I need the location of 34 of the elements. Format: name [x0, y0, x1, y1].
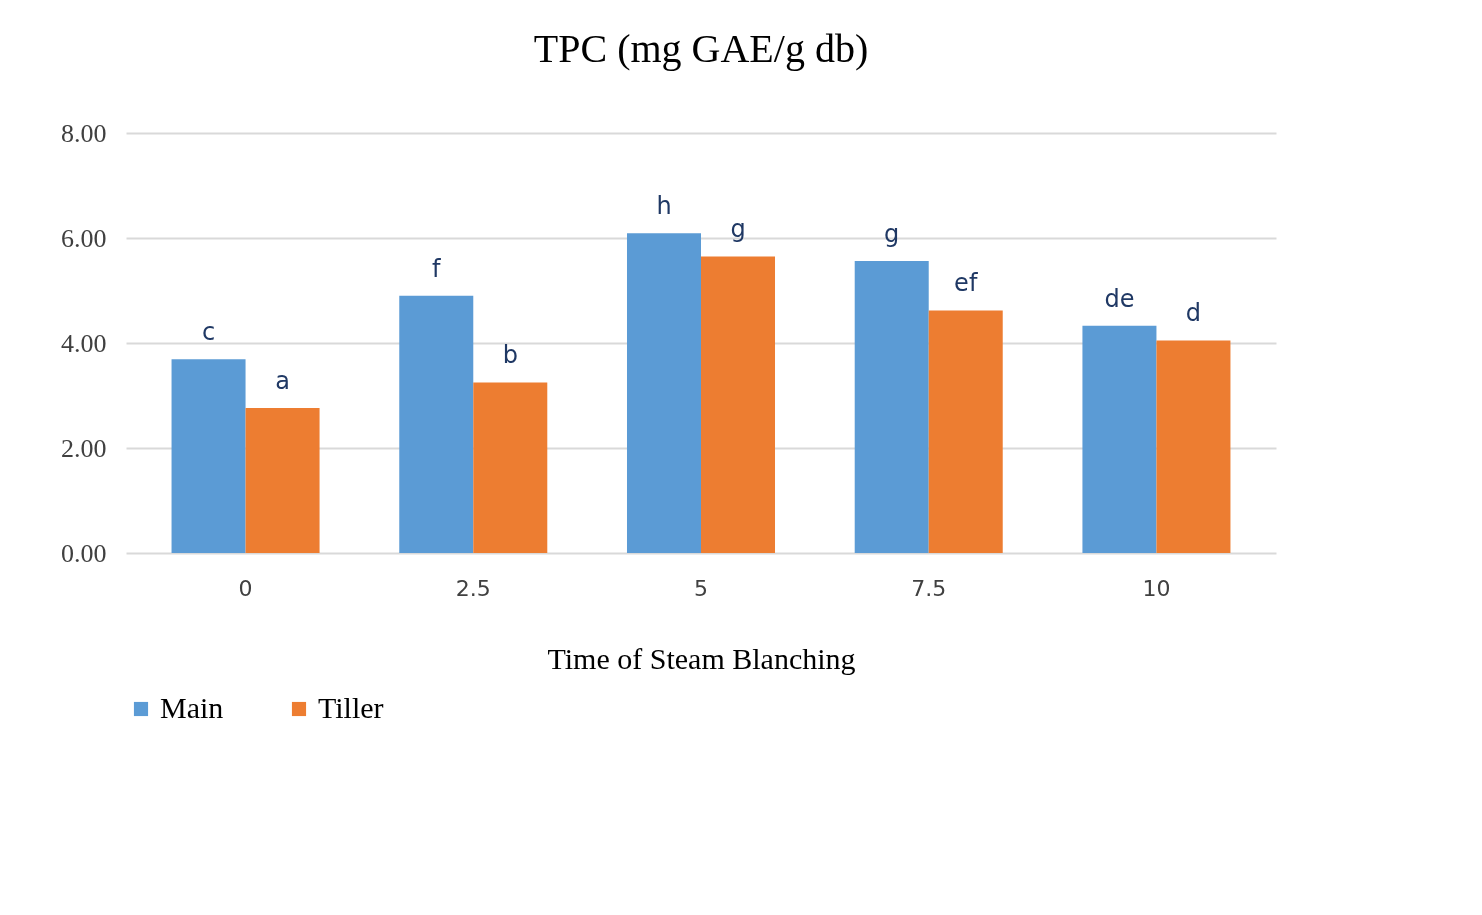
x-tick-label: 0 [238, 575, 253, 601]
x-tick-label: 5 [694, 575, 708, 601]
bar [928, 310, 1003, 553]
x-tick-label: 7.5 [911, 575, 947, 601]
y-tick-label: 6.00 [61, 223, 107, 253]
bar [701, 256, 776, 553]
bar [399, 295, 474, 553]
x-tick-label: 10 [1142, 575, 1171, 601]
x-axis-title: Time of Steam Blanching [547, 641, 856, 675]
data-label: f [432, 254, 442, 283]
bar [245, 408, 320, 553]
chart-title: TPC (mg GAE/g db) [533, 26, 869, 71]
bar [171, 359, 246, 553]
bar [854, 261, 929, 553]
bar [473, 382, 548, 553]
bar [1156, 340, 1231, 553]
data-label: g [884, 220, 900, 249]
y-tick-label: 2.00 [61, 433, 107, 463]
data-label: h [656, 192, 672, 221]
legend-label: Tiller [318, 691, 384, 724]
legend-label: Main [160, 691, 224, 724]
data-label: de [1104, 284, 1135, 313]
y-tick-label: 8.00 [61, 118, 107, 148]
x-tick-label: 2.5 [455, 575, 491, 601]
data-label: a [275, 367, 290, 396]
data-label: ef [954, 269, 978, 298]
data-label: b [502, 341, 518, 370]
bar [626, 233, 701, 553]
y-tick-label: 4.00 [61, 328, 107, 358]
data-label: g [730, 215, 746, 244]
y-tick-label: 0.00 [61, 538, 107, 568]
bar [1082, 325, 1157, 553]
data-label: d [1185, 299, 1202, 328]
data-label: c [201, 318, 216, 347]
